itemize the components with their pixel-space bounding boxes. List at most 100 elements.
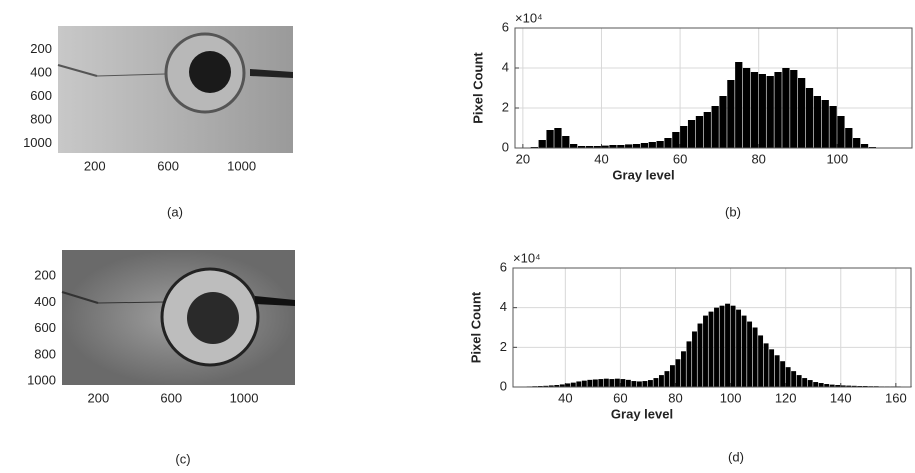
bar [609,145,617,148]
bar [577,146,586,148]
axes-box [514,27,913,149]
bar [846,385,852,387]
y-tick-label: 2 [500,339,507,354]
bar [703,112,711,148]
y-tick-label: 400 [34,294,56,309]
x-tick-label: 600 [157,158,179,173]
caption: (c) [175,451,190,466]
caption: (a) [167,204,183,219]
bar [592,379,598,387]
bar [747,321,753,387]
bar [642,381,648,387]
y-tick-label: 600 [30,88,52,103]
x-tick-label: 120 [775,390,797,405]
bar [758,74,766,148]
bar [614,378,620,387]
y-tick-label: 800 [34,346,56,361]
bar [837,116,845,148]
bar [813,382,819,387]
bar [802,378,808,387]
bar [782,68,790,148]
bar [840,385,846,387]
bar [565,383,571,387]
bar [818,383,824,387]
bar [617,145,625,148]
x-axis-title: Gray level [612,167,674,182]
bar [603,378,609,387]
x-tick-label: 1000 [227,158,256,173]
bar [656,141,664,148]
bar [758,335,764,387]
bar [807,380,813,387]
y-tick-label: 400 [30,64,52,79]
y-tick-label: 2 [502,99,509,114]
bar [791,371,797,387]
bar [664,138,672,148]
y-tick-label: 6 [502,19,509,34]
bar [766,76,774,148]
bar [821,100,829,148]
bar [741,315,747,387]
y-axis-title: Pixel Count [470,52,485,124]
bar [697,323,703,387]
bar [780,361,786,387]
bar [714,307,719,387]
x-tick-label: 200 [84,158,106,173]
y-tick-label: 6 [500,259,507,274]
bar [774,72,782,148]
bar [548,385,554,387]
bar [585,146,594,148]
y-multiplier: ×10⁴ [515,10,543,25]
bar [546,130,554,148]
y-tick-label: 800 [30,112,52,127]
bar [554,385,560,387]
bar [598,379,604,387]
bar [675,359,681,387]
image-a [57,26,293,153]
y-tick-label: 200 [30,41,52,56]
bar [829,384,835,387]
bar [648,142,656,148]
bar [543,385,549,387]
x-tick-label: 20 [516,151,530,166]
y-tick-label: 4 [500,299,507,314]
x-tick-label: 1000 [230,390,259,405]
bar [742,68,751,148]
bar [576,381,582,387]
bar [824,384,830,387]
bar [725,303,730,387]
bar [587,379,593,387]
bar [798,78,806,148]
y-axis-title: Pixel Count [468,291,483,363]
x-tick-label: 140 [830,390,852,405]
image-c [61,250,295,385]
y-tick-label: 600 [34,320,56,335]
bar [730,305,736,387]
bar [554,128,562,148]
bar [752,327,758,387]
bar [658,375,664,387]
axes-box [512,267,912,388]
y-tick-label: 200 [34,268,56,283]
x-tick-label: 100 [720,390,742,405]
bar [593,146,601,148]
bar [538,140,546,148]
bar [719,96,727,148]
x-tick-label: 80 [751,151,765,166]
bar [692,331,697,387]
y-tick-label: 4 [502,59,509,74]
x-tick-label: 80 [668,390,682,405]
x-tick-label: 60 [673,151,687,166]
bar [711,106,719,148]
bar [727,80,735,148]
bar [805,88,814,148]
bar [647,380,653,387]
bar [687,120,696,148]
bar [631,381,637,387]
bar [625,379,631,387]
bar [860,144,869,148]
bar [769,349,775,387]
x-tick-label: 200 [88,390,110,405]
y-multiplier: ×10⁴ [513,250,541,265]
